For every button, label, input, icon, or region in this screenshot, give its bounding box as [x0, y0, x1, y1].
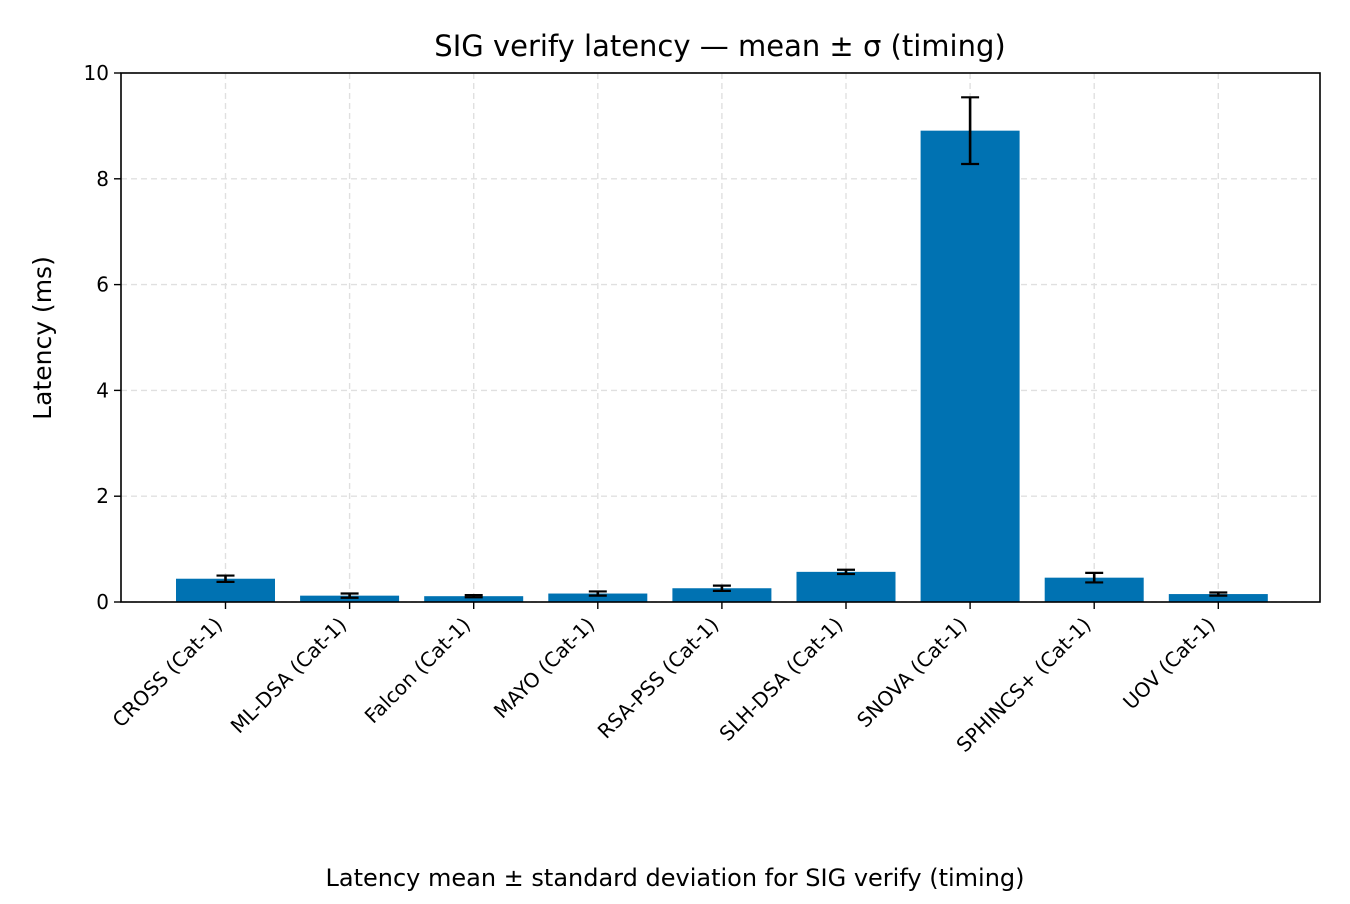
chart-title: SIG verify latency — mean ± σ (timing) [434, 29, 1005, 63]
x-tick-label: SNOVA (Cat-1) [852, 613, 972, 733]
bar [672, 588, 772, 602]
plot-frame [120, 72, 1321, 603]
x-tick-label: CROSS (Cat-1) [108, 613, 227, 732]
x-axis: CROSS (Cat-1)ML-DSA (Cat-1) Falcon (Cat-1… [108, 602, 1220, 757]
bar [424, 596, 524, 602]
x-tick-label: ML-DSA (Cat-1) [226, 613, 351, 738]
error-layer [216, 96, 1228, 599]
y-tick-label: 4 [96, 378, 109, 402]
y-axis: 0 2 4 6 8 10 [84, 61, 121, 614]
y-tick-label: 2 [96, 484, 109, 508]
x-tick-label: SPHINCS+ (Cat-1) [951, 613, 1095, 757]
bar [548, 593, 648, 602]
bar [176, 578, 275, 602]
y-tick-label: 6 [96, 273, 109, 297]
y-tick-label: 8 [96, 167, 109, 191]
x-tick-label: Falcon (Cat-1) [360, 613, 476, 729]
plot-background [121, 73, 1320, 602]
bar [1168, 594, 1268, 602]
y-tick-label: 10 [84, 61, 109, 85]
chart-caption: Latency mean ± standard deviation for SI… [325, 864, 1025, 892]
bar [920, 130, 1020, 602]
x-tick-label: UOV (Cat-1) [1118, 613, 1220, 715]
x-tick-label: SLH-DSA (Cat-1) [714, 613, 847, 746]
bar [796, 571, 896, 602]
y-tick-label: 0 [96, 590, 109, 614]
x-tick-label: MAYO (Cat-1) [489, 613, 599, 723]
x-tick-label: RSA-PSS (Cat-1) [593, 613, 724, 744]
y-axis-label: Latency (ms) [28, 256, 57, 420]
